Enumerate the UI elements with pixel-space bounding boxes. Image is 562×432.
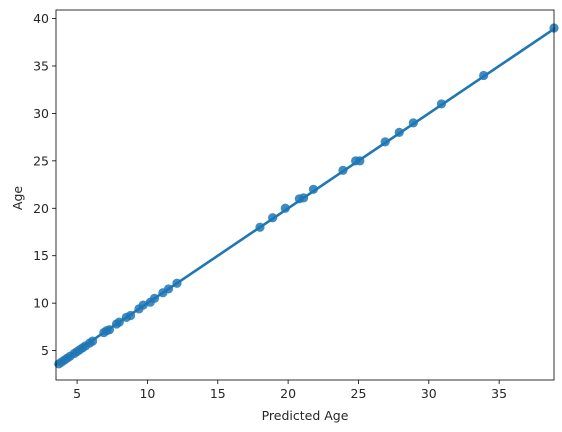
x-tick-label: 15 — [210, 386, 226, 401]
y-tick-label: 10 — [33, 296, 49, 311]
x-tick-label: 10 — [139, 386, 155, 401]
data-point — [394, 127, 404, 137]
data-point — [355, 156, 365, 166]
data-point — [338, 165, 348, 175]
x-tick-label: 5 — [73, 386, 81, 401]
data-point — [138, 300, 148, 310]
data-point — [114, 317, 124, 327]
data-point — [308, 184, 319, 194]
x-tick-label: 30 — [421, 386, 437, 401]
y-tick-label: 35 — [33, 58, 49, 73]
data-marks — [54, 23, 559, 369]
y-tick-label: 30 — [33, 106, 49, 121]
data-point — [255, 222, 265, 232]
data-point — [163, 284, 174, 294]
y-tick-label: 5 — [41, 343, 49, 358]
x-tick-label: 35 — [491, 386, 507, 401]
axes: 5 10 15 20 25 30 35 5 10 15 20 25 30 35 40 — [33, 9, 555, 401]
y-tick-label: 40 — [33, 11, 49, 26]
plot-frame — [55, 9, 555, 381]
y-axis-label: Age — [10, 186, 25, 210]
data-point — [280, 203, 290, 213]
data-point — [149, 293, 160, 304]
data-point — [298, 193, 309, 203]
data-point — [408, 118, 418, 128]
data-point — [268, 213, 278, 223]
x-axis-label: Predicted Age — [262, 408, 349, 423]
y-tick-label: 15 — [33, 248, 49, 263]
data-point — [87, 336, 98, 346]
data-point — [380, 137, 390, 147]
x-tick-label: 25 — [351, 386, 367, 401]
data-point — [479, 70, 489, 81]
data-point — [172, 278, 182, 288]
y-tick-label: 25 — [33, 153, 49, 168]
y-tick-label: 20 — [33, 201, 49, 216]
x-tick-label: 20 — [280, 386, 296, 401]
data-point — [436, 99, 447, 109]
data-point — [104, 325, 115, 335]
data-point — [125, 310, 136, 321]
